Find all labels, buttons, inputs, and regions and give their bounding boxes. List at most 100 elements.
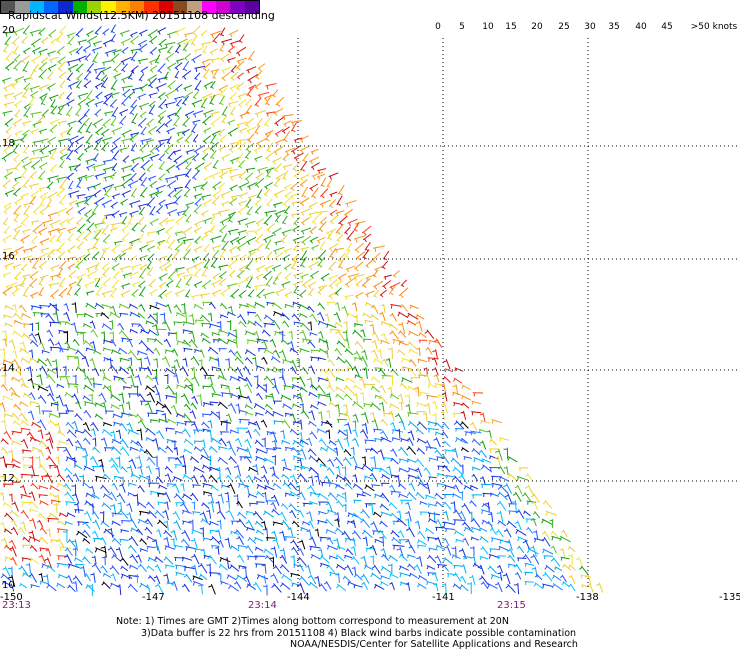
wind-barb [291,200,302,207]
wind-barb [260,419,268,428]
wind-barb [453,484,460,493]
wind-barb [180,483,185,492]
wind-barb [12,143,20,154]
wind-barb [76,223,86,234]
wind-barb [201,337,211,344]
wind-barb [408,482,416,491]
wind-barb [389,573,399,579]
wind-barb [230,65,237,73]
wind-barb [507,554,516,563]
wind-barb [436,456,446,461]
wind-barb [174,62,183,71]
wind-barb [12,187,21,197]
wind-barb [165,164,176,174]
wind-barb [121,283,131,290]
wind-barb [427,517,438,524]
wind-barb [228,29,239,38]
wind-barb [490,574,503,580]
wind-barb [59,178,67,190]
wind-barb [23,204,31,217]
wind-barb [101,581,111,590]
wind-barb [398,287,409,299]
wind-barb [489,527,497,536]
wind-barb [208,301,216,309]
wind-barb [2,179,12,189]
wind-barb [290,446,301,456]
wind-barb [128,357,132,366]
wind-barb [153,347,161,356]
wind-barb [344,422,352,435]
wind-barb [216,509,226,520]
wind-barb [212,212,221,218]
wind-barb [409,304,419,310]
wind-barb [371,252,381,263]
time-label-2315: 23:15 [497,600,526,611]
wind-barb [11,80,20,89]
wind-barb [38,252,50,261]
wind-barb [137,117,147,128]
wind-barb [380,581,389,587]
legend-swatch [115,1,130,13]
wind-barb [373,289,380,298]
wind-barb [92,40,102,47]
wind-barb [192,134,199,143]
wind-barb [56,446,67,451]
wind-barb [221,105,228,117]
wind-barb [428,457,439,462]
wind-barb [111,193,121,200]
wind-barb [369,323,375,334]
wind-barb [401,377,413,383]
wind-barb [307,448,317,457]
wind-barb [298,313,308,318]
wind-barb [360,573,370,584]
wind-barb [84,174,94,182]
wind-barb [342,403,349,414]
wind-barb [496,510,504,523]
wind-barb [210,437,222,445]
wind-barb [238,320,247,328]
wind-barb [230,194,241,201]
wind-barb [93,228,105,236]
wind-barb [52,311,59,324]
wind-barb [83,231,92,242]
wind-barb [309,270,319,279]
wind-barb [390,368,399,377]
wind-barb [113,61,123,73]
wind-barb [201,210,209,217]
wind-barb [514,484,523,495]
wind-barb [149,490,161,496]
wind-barb [73,163,81,172]
wind-barb [262,270,272,281]
wind-barb [210,30,222,39]
wind-barb [199,446,209,458]
wind-barb [111,279,120,290]
wind-barb [138,474,150,481]
wind-barb [47,63,57,72]
wind-barb [293,272,303,279]
wind-barb [67,233,74,242]
wind-barb [109,171,117,180]
wind-barb [541,518,553,525]
wind-barb [266,111,276,117]
wind-barb [352,437,360,447]
wind-barb [293,217,300,226]
wind-barb [471,494,483,499]
wind-barb [202,135,212,145]
wind-barb [120,573,133,579]
wind-barb [506,520,517,529]
wind-barb [291,582,302,587]
wind-barb [306,437,313,447]
wind-barb [184,110,195,119]
wind-barb [254,125,260,135]
wind-barb [182,226,193,237]
wind-barb [190,366,196,377]
wind-barb [2,395,14,401]
wind-barb [470,430,482,436]
wind-barb [261,563,267,574]
wind-barb [380,565,392,573]
wind-barb [194,348,204,353]
wind-barb [158,38,167,47]
wind-barb [14,271,22,281]
wind-barb [326,410,331,419]
wind-barb [173,149,182,155]
